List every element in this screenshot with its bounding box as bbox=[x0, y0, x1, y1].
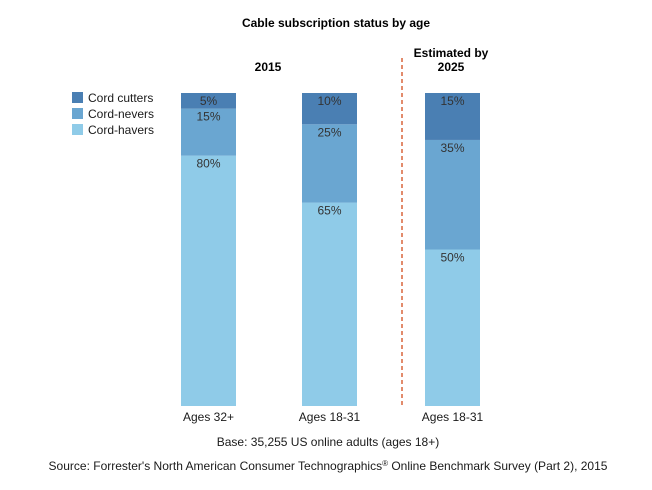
bar-cord-nevers-1 bbox=[302, 124, 357, 203]
bar-cord-nevers-2-label: 35% bbox=[440, 141, 464, 155]
chart-title: Cable subscription status by age bbox=[242, 16, 430, 30]
legend-swatch-cord-nevers bbox=[72, 108, 83, 119]
legend-swatch-cord-cutters bbox=[72, 92, 83, 103]
group-label-2025: Estimated by 2025 bbox=[414, 46, 489, 74]
bar-cord-havers-0-label: 80% bbox=[196, 157, 220, 171]
bar-cord-havers-1 bbox=[302, 202, 357, 406]
group-label-2015: 2015 bbox=[255, 60, 282, 74]
bar-cord-nevers-0-label: 15% bbox=[196, 110, 220, 124]
bar-cord-nevers-2 bbox=[425, 139, 480, 250]
bar-cord-cutters-0-label: 5% bbox=[200, 94, 218, 108]
category-label-1: Ages 18-31 bbox=[299, 410, 361, 424]
legend-label-cord-havers: Cord-havers bbox=[88, 123, 154, 137]
bars: 80% 15% 5% 65% 25% 10% 50% 35% 15% bbox=[181, 93, 480, 406]
source-note: Source: Forrester's North American Consu… bbox=[49, 459, 608, 473]
bar-cord-cutters-2-label: 15% bbox=[440, 94, 464, 108]
category-label-2: Ages 18-31 bbox=[422, 410, 484, 424]
bar-cord-cutters-0 bbox=[181, 93, 236, 109]
bar-cord-cutters-2 bbox=[425, 93, 480, 140]
legend-label-cord-cutters: Cord cutters bbox=[88, 91, 153, 105]
bar-cord-cutters-1 bbox=[302, 93, 357, 125]
legend: Cord cutters Cord-nevers Cord-havers bbox=[72, 91, 154, 137]
legend-label-cord-nevers: Cord-nevers bbox=[88, 107, 154, 121]
category-labels: Ages 32+ Ages 18-31 Ages 18-31 bbox=[183, 410, 484, 424]
bar-cord-cutters-1-label: 10% bbox=[317, 94, 341, 108]
bar-cord-havers-2-label: 50% bbox=[440, 251, 464, 265]
category-label-0: Ages 32+ bbox=[183, 410, 234, 424]
base-note: Base: 35,255 US online adults (ages 18+) bbox=[217, 435, 439, 449]
bar-cord-havers-0 bbox=[181, 155, 236, 406]
bar-cord-nevers-0 bbox=[181, 108, 236, 156]
bar-cord-havers-1-label: 65% bbox=[317, 204, 341, 218]
legend-swatch-cord-havers bbox=[72, 124, 83, 135]
bar-cord-havers-2 bbox=[425, 249, 480, 406]
bar-cord-nevers-1-label: 25% bbox=[317, 125, 341, 139]
